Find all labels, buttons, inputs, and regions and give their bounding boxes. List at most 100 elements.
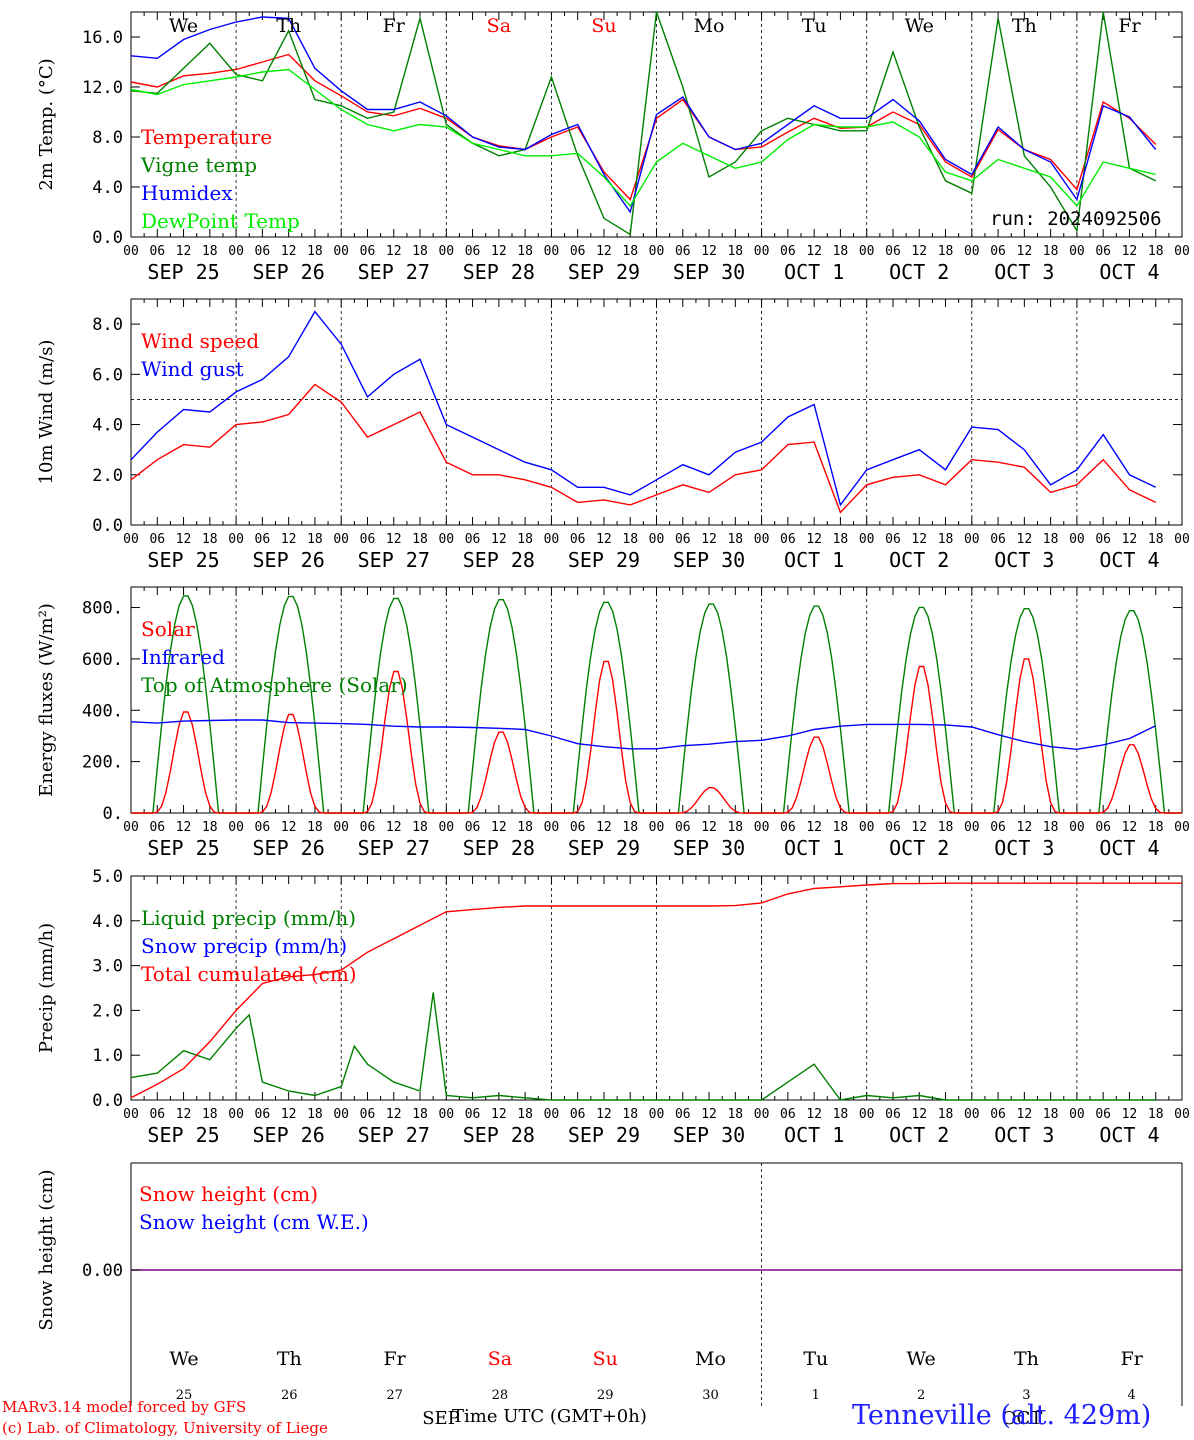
date-label: SEP 25 bbox=[147, 260, 219, 284]
hour-tick-label: 18 bbox=[307, 1107, 323, 1122]
hour-tick-label: 00 bbox=[859, 244, 875, 259]
credit-line-2: (c) Lab. of Climatology, University of L… bbox=[2, 1419, 328, 1437]
hour-tick-label: 06 bbox=[360, 244, 376, 259]
solar-line bbox=[446, 731, 552, 814]
hour-tick-label: 00 bbox=[544, 1107, 560, 1122]
hour-tick-label: 06 bbox=[149, 820, 165, 835]
day-name-label: Su bbox=[591, 15, 616, 37]
y-axis-label: 2m Temp. (°C) bbox=[36, 58, 57, 190]
hour-tick-label: 06 bbox=[885, 532, 901, 547]
hour-tick-label: 18 bbox=[727, 820, 743, 835]
hour-tick-label: 00 bbox=[964, 1107, 980, 1122]
hour-tick-label: 00 bbox=[333, 532, 349, 547]
hour-tick-label: 06 bbox=[1095, 820, 1111, 835]
hour-tick-label: 18 bbox=[727, 532, 743, 547]
hour-tick-label: 12 bbox=[1017, 532, 1033, 547]
hour-tick-label: 18 bbox=[1043, 820, 1059, 835]
series-line bbox=[130, 310, 1157, 507]
hour-tick-label: 18 bbox=[1148, 1107, 1164, 1122]
hour-tick-label: 18 bbox=[1148, 820, 1164, 835]
hour-tick-label: 06 bbox=[1095, 1107, 1111, 1122]
day-name-label: Mo bbox=[694, 15, 725, 37]
panel-frame-1 bbox=[130, 11, 1183, 238]
legend-entry: Temperature bbox=[141, 125, 272, 149]
legend-entry: Wind speed bbox=[141, 329, 259, 353]
hour-tick-label: 06 bbox=[885, 820, 901, 835]
hour-tick-label: 06 bbox=[360, 532, 376, 547]
hour-tick-label: 00 bbox=[964, 244, 980, 259]
hour-tick-label: 06 bbox=[990, 1107, 1006, 1122]
solar-line bbox=[761, 736, 867, 814]
hour-tick-label: 06 bbox=[885, 1107, 901, 1122]
y-tick-label: 0.00 bbox=[82, 1261, 123, 1281]
y-tick-label: 8.0 bbox=[92, 128, 123, 148]
y-axis-label: Precip (mm/h) bbox=[36, 923, 57, 1053]
y-tick-label: 0.0 bbox=[92, 1091, 123, 1111]
y-tick-label: 4.0 bbox=[92, 912, 123, 932]
hour-tick-label: 18 bbox=[622, 1107, 638, 1122]
hour-tick-label: 00 bbox=[123, 1107, 139, 1122]
hour-tick-label: 00 bbox=[333, 820, 349, 835]
hour-tick-label: 12 bbox=[176, 532, 192, 547]
hour-tick-label: 00 bbox=[754, 532, 770, 547]
legend-entry: Liquid precip (mm/h) bbox=[141, 906, 356, 930]
hour-tick-label: 12 bbox=[806, 532, 822, 547]
hour-tick-label: 06 bbox=[675, 532, 691, 547]
day-name-label: Tu bbox=[802, 15, 827, 37]
legend-entry: Total cumulated (cm) bbox=[141, 962, 357, 986]
hour-tick-label: 12 bbox=[386, 244, 402, 259]
toa-solar-line bbox=[866, 606, 972, 814]
day-number-label: 28 bbox=[492, 1388, 509, 1403]
hour-tick-label: 18 bbox=[727, 1107, 743, 1122]
hour-tick-label: 00 bbox=[1174, 532, 1190, 547]
y-tick-label: 0.0 bbox=[92, 228, 123, 248]
legend-entry: Top of Atmosphere (Solar) bbox=[141, 673, 408, 697]
day-name-label: Th bbox=[1014, 1348, 1039, 1370]
series-line bbox=[130, 882, 1182, 1099]
date-label: OCT 1 bbox=[784, 836, 844, 860]
hour-tick-label: 00 bbox=[438, 532, 454, 547]
hour-tick-label: 00 bbox=[1174, 820, 1190, 835]
hour-tick-label: 18 bbox=[1148, 532, 1164, 547]
legend-entry: Snow height (cm) bbox=[139, 1182, 318, 1206]
date-label: SEP 30 bbox=[673, 548, 745, 572]
day-name-label: Sa bbox=[488, 1348, 512, 1370]
hour-tick-label: 00 bbox=[754, 244, 770, 259]
y-tick-label: 16.0 bbox=[82, 28, 123, 48]
date-label: OCT 4 bbox=[1099, 260, 1159, 284]
station-title: Tenneville (alt. 429m) bbox=[852, 1400, 1152, 1431]
day-name-label: Fr bbox=[1121, 1348, 1144, 1370]
day-name-label: Su bbox=[593, 1348, 618, 1370]
day-name-label: Fr bbox=[1118, 15, 1141, 37]
toa-solar-line bbox=[446, 599, 552, 814]
hour-tick-label: 06 bbox=[149, 244, 165, 259]
hour-tick-label: 00 bbox=[123, 244, 139, 259]
hour-tick-label: 18 bbox=[622, 532, 638, 547]
hour-tick-label: 12 bbox=[386, 532, 402, 547]
hour-tick-label: 12 bbox=[386, 820, 402, 835]
y-tick-label: 800. bbox=[82, 599, 123, 619]
hour-tick-label: 18 bbox=[1043, 244, 1059, 259]
hour-tick-label: 18 bbox=[307, 820, 323, 835]
date-label: SEP 29 bbox=[568, 836, 640, 860]
hour-tick-label: 06 bbox=[465, 1107, 481, 1122]
hour-tick-label: 12 bbox=[701, 532, 717, 547]
hour-tick-label: 00 bbox=[544, 244, 560, 259]
run-label: run: 2024092506 bbox=[990, 208, 1162, 230]
hour-tick-label: 06 bbox=[255, 820, 271, 835]
hour-tick-label: 00 bbox=[964, 532, 980, 547]
hour-tick-label: 00 bbox=[333, 1107, 349, 1122]
hour-tick-label: 12 bbox=[701, 244, 717, 259]
hour-tick-label: 18 bbox=[517, 820, 533, 835]
hour-tick-label: 18 bbox=[938, 244, 954, 259]
date-label: OCT 1 bbox=[784, 260, 844, 284]
hour-tick-label: 06 bbox=[990, 244, 1006, 259]
hour-tick-label: 06 bbox=[780, 1107, 796, 1122]
hour-tick-label: 00 bbox=[123, 532, 139, 547]
solar-line bbox=[866, 665, 972, 814]
hour-tick-label: 12 bbox=[1017, 820, 1033, 835]
hour-tick-label: 06 bbox=[780, 532, 796, 547]
date-label: OCT 2 bbox=[889, 260, 949, 284]
series-line bbox=[130, 992, 1156, 1101]
hour-tick-label: 00 bbox=[964, 820, 980, 835]
